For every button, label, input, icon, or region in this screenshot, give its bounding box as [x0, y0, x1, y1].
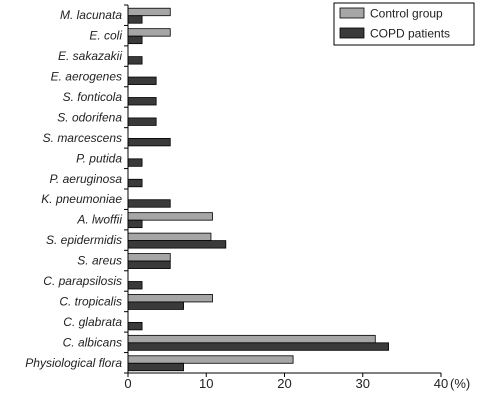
- category-label-s-epidermidis: S. epidermidis: [46, 233, 122, 247]
- bar-copd-patients-s-areus: [127, 260, 171, 269]
- bar-control-group-physiological-flora: [127, 355, 294, 364]
- category-label-s-areus: S. areus: [77, 254, 122, 268]
- legend-label-copd-patients: COPD patients: [370, 27, 450, 41]
- bar-copd-patients-s-epidermidis: [127, 240, 227, 249]
- category-label-c-tropicalis: C. tropicalis: [59, 294, 122, 308]
- category-label-physiological-flora: Physiological flora: [25, 356, 122, 370]
- category-label-s-odorifena: S. odorifena: [57, 110, 122, 124]
- bar-copd-patients-e-sakazakii: [127, 56, 143, 65]
- bar-copd-patients-c-albicans: [127, 342, 389, 351]
- bar-control-group-e-coli: [127, 28, 171, 37]
- bar-copd-patients-s-marcescens: [127, 137, 171, 147]
- x-tick-labels: 0 10 20 30 40: [124, 376, 448, 391]
- bar-copd-patients-s-fonticola: [127, 97, 157, 106]
- category-label-s-marcescens: S. marcescens: [43, 131, 122, 145]
- x-tick-label-0: 0: [124, 376, 131, 391]
- category-label-p-putida: P. putida: [76, 151, 122, 165]
- category-label-e-sakazakii: E. sakazakii: [58, 49, 122, 63]
- bar-control-group-a-lwoffii: [127, 212, 213, 221]
- bar-copd-patients-e-aerogenes: [127, 76, 157, 85]
- legend: Control group COPD patients: [333, 2, 475, 46]
- bar-copd-patients-s-odorifena: [127, 117, 157, 126]
- x-tick-label-10: 10: [199, 376, 213, 391]
- bar-control-group-s-epidermidis: [127, 232, 212, 242]
- bar-copd-patients-k-pneumoniae: [127, 199, 171, 208]
- x-unit-label: (%): [450, 376, 470, 391]
- bar-control-group-c-tropicalis: [127, 294, 213, 303]
- x-tick-label-40: 40: [434, 376, 448, 391]
- x-tick-label-20: 20: [277, 376, 291, 391]
- bars-layer: [127, 7, 389, 372]
- bar-copd-patients-p-putida: [127, 158, 143, 167]
- bar-copd-patients-c-tropicalis: [127, 301, 184, 310]
- category-label-e-coli: E. coli: [89, 29, 122, 43]
- axes: [124, 4, 442, 377]
- category-label-c-glabrata: C. glabrata: [63, 315, 122, 329]
- category-label-a-lwoffii: A. lwoffii: [76, 213, 122, 227]
- bar-copd-patients-p-aeruginosa: [127, 178, 143, 188]
- category-label-p-aeruginosa: P. aeruginosa: [49, 172, 122, 186]
- category-label-m-lacunata: M. lacunata: [60, 8, 122, 22]
- category-label-k-pneumoniae: K. pneumoniae: [41, 192, 122, 206]
- bar-control-group-c-albicans: [127, 334, 376, 344]
- legend-swatch-copd-patients: [339, 27, 365, 39]
- bar-control-group-m-lacunata: [127, 7, 171, 17]
- x-tick-label-30: 30: [356, 376, 370, 391]
- category-label-s-fonticola: S. fonticola: [63, 90, 123, 104]
- category-label-c-albicans: C. albicans: [63, 335, 122, 349]
- bar-copd-patients-a-lwoffii: [127, 219, 143, 229]
- bar-copd-patients-e-coli: [127, 35, 143, 45]
- bar-copd-patients-c-glabrata: [127, 321, 143, 331]
- legend-swatch-control-group: [339, 7, 365, 19]
- bar-control-group-s-areus: [127, 253, 171, 262]
- category-label-c-parapsilosis: C. parapsilosis: [43, 274, 122, 288]
- category-label-e-aerogenes: E. aerogenes: [51, 70, 122, 84]
- bar-copd-patients-physiological-flora: [127, 362, 184, 372]
- category-labels: M. lacunata E. coli E. sakazakii E. aerogen…: [25, 8, 122, 370]
- bar-copd-patients-m-lacunata: [127, 15, 143, 24]
- legend-label-control-group: Control group: [370, 7, 443, 21]
- bar-copd-patients-c-parapsilosis: [127, 281, 143, 290]
